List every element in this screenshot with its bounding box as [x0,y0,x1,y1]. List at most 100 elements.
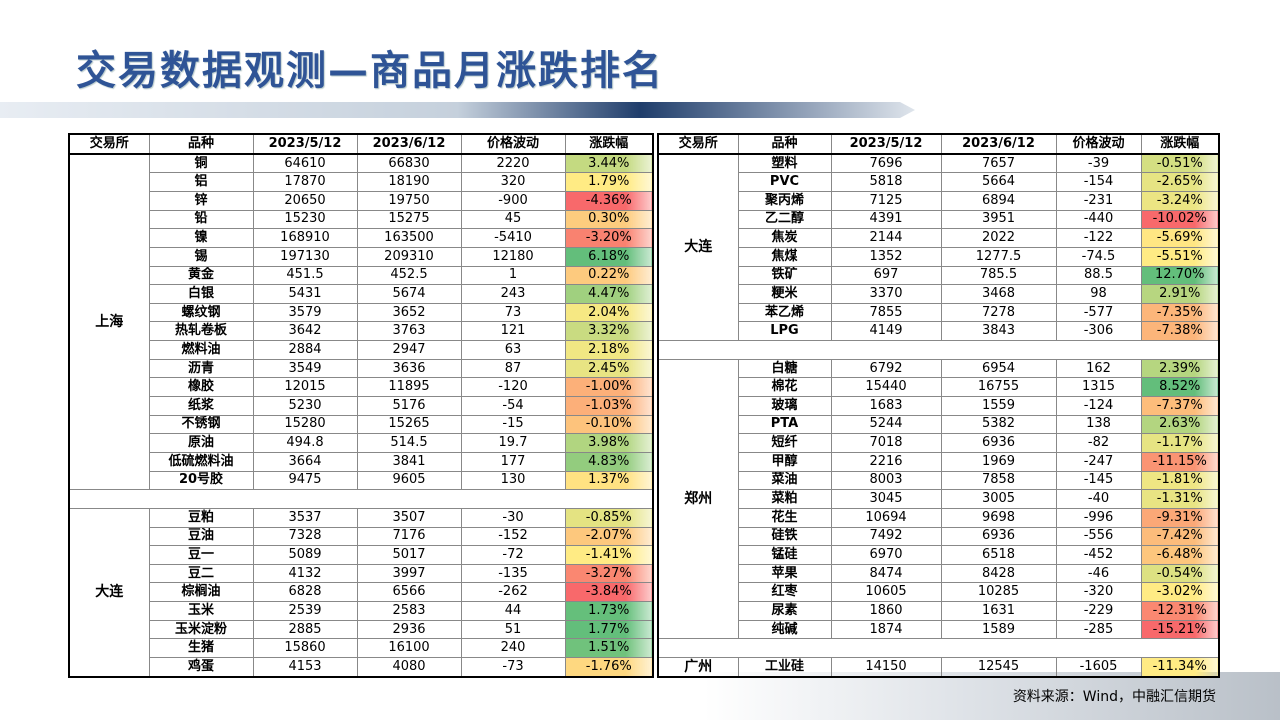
value-cell: 452.5 [356,265,462,286]
value-cell: 19.7 [460,433,566,453]
value-cell: 5431 [252,284,358,304]
value-cell: 177 [460,451,566,472]
data-row: 棕榈油 6828 6566 -262 -3.84% [69,582,654,603]
spacer-cell [657,340,1220,360]
value-cell: -39 [1055,153,1142,174]
product-cell: 焦炭 [737,228,832,248]
value-cell: 51 [460,619,566,640]
value-cell: 9698 [940,507,1057,528]
value-cell: 7657 [940,153,1057,174]
value-cell: 3549 [252,358,358,379]
product-cell: 乙二醇 [737,209,832,230]
value-cell: 4132 [252,563,358,584]
value-cell: 15230 [252,209,358,230]
value-cell: 19750 [356,190,462,211]
value-cell: 7492 [830,526,942,547]
column-header: 2023/5/12 [252,133,358,155]
data-row: 玻璃 1683 1559 -124 -7.37% [658,396,1220,416]
data-row: 纯碱 1874 1589 -285 -15.21% [658,619,1220,640]
value-cell: -285 [1055,619,1142,640]
change-pct-cell: -0.85% [564,507,654,528]
change-pct-cell: 3.44% [564,153,654,174]
change-pct-cell: -5.51% [1140,246,1220,267]
product-cell: 黄金 [148,265,254,286]
table-left: 交易所 品种 2023/5/12 2023/6/12 价格波动 涨跌幅 上海铜 64610 66… [68,133,654,678]
value-cell: 1589 [940,619,1057,640]
value-cell: 66830 [356,153,462,174]
value-cell: 240 [460,638,566,658]
product-cell: 豆一 [148,545,254,565]
change-pct-cell: 12.70% [1140,265,1220,286]
data-row: 焦炭 2144 2022 -122 -5.69% [658,228,1220,248]
change-pct-cell: -1.03% [564,396,654,416]
data-row: 上海铜 64610 66830 2220 3.44% [68,153,654,491]
product-cell: 聚丙烯 [737,190,832,211]
change-pct-cell: 2.63% [1140,414,1220,435]
value-cell: -556 [1055,526,1142,547]
product-cell: 鸡蛋 [148,657,254,678]
data-row: 豆二 4132 3997 -135 -3.27% [69,563,654,584]
value-cell: 2022 [940,228,1057,248]
value-cell: 1683 [830,396,942,416]
product-cell: 豆粕 [148,507,254,528]
product-cell: 菜粕 [737,489,832,509]
product-cell: 生猪 [148,638,254,658]
column-header: 2023/5/12 [830,133,942,155]
value-cell: -82 [1055,433,1142,453]
product-cell: 工业硅 [737,657,832,678]
value-cell: -124 [1055,396,1142,416]
data-row: 铁矿 697 785.5 88.5 12.70% [658,265,1220,286]
value-cell: 15265 [356,414,462,435]
spacer-row [657,638,1220,658]
title-band [0,102,915,118]
value-cell: 2216 [830,451,942,472]
change-pct-cell: -7.37% [1140,396,1220,416]
value-cell: 3841 [356,451,462,472]
value-cell: 12545 [940,657,1057,678]
product-cell: 塑料 [737,153,832,174]
data-row: 硅铁 7492 6936 -556 -7.42% [658,526,1220,547]
product-cell: 花生 [737,507,832,528]
change-pct-cell: -1.81% [1140,470,1220,491]
value-cell: 15275 [356,209,462,230]
value-cell: -54 [460,396,566,416]
change-pct-cell: -3.84% [564,582,654,603]
data-row: 豆油 7328 7176 -152 -2.07% [69,526,654,547]
value-cell: 7176 [356,526,462,547]
data-row: 广州 工业硅 14150 12545 -1605 -11.34% [657,657,1220,678]
value-cell: 9475 [252,470,358,491]
value-cell: 697 [830,265,942,286]
product-cell: 玻璃 [737,396,832,416]
footer-band [0,672,1280,720]
value-cell: -1605 [1055,657,1142,678]
change-pct-cell: -0.51% [1140,153,1220,174]
value-cell: 4080 [356,657,462,678]
value-cell: 320 [460,172,566,192]
value-cell: -247 [1055,451,1142,472]
exchange-cell: 大连 [657,153,739,342]
value-cell: 1874 [830,619,942,640]
product-cell: 低硫燃料油 [148,451,254,472]
value-cell: -900 [460,190,566,211]
product-cell: 铁矿 [737,265,832,286]
data-row: 尿素 1860 1631 -229 -12.31% [658,601,1220,621]
spacer-cell [657,638,1220,658]
value-cell: 2947 [356,340,462,360]
value-cell: 6936 [940,526,1057,547]
value-cell: 1 [460,265,566,286]
header-row: 交易所 品种 2023/5/12 2023/6/12 价格波动 涨跌幅 [68,133,654,155]
change-pct-cell: -5.69% [1140,228,1220,248]
value-cell: 168910 [252,228,358,248]
change-pct-cell: -11.34% [1140,657,1220,678]
value-cell: 9605 [356,470,462,491]
change-pct-cell: 2.18% [564,340,654,360]
change-pct-cell: -0.10% [564,414,654,435]
data-row: 焦煤 1352 1277.5 -74.5 -5.51% [658,246,1220,267]
column-header: 价格波动 [1055,133,1142,155]
value-cell: 15860 [252,638,358,658]
value-cell: 17870 [252,172,358,192]
value-cell: 44 [460,601,566,621]
value-cell: 14150 [830,657,942,678]
product-cell: LPG [737,321,832,342]
change-pct-cell: 3.32% [564,321,654,342]
